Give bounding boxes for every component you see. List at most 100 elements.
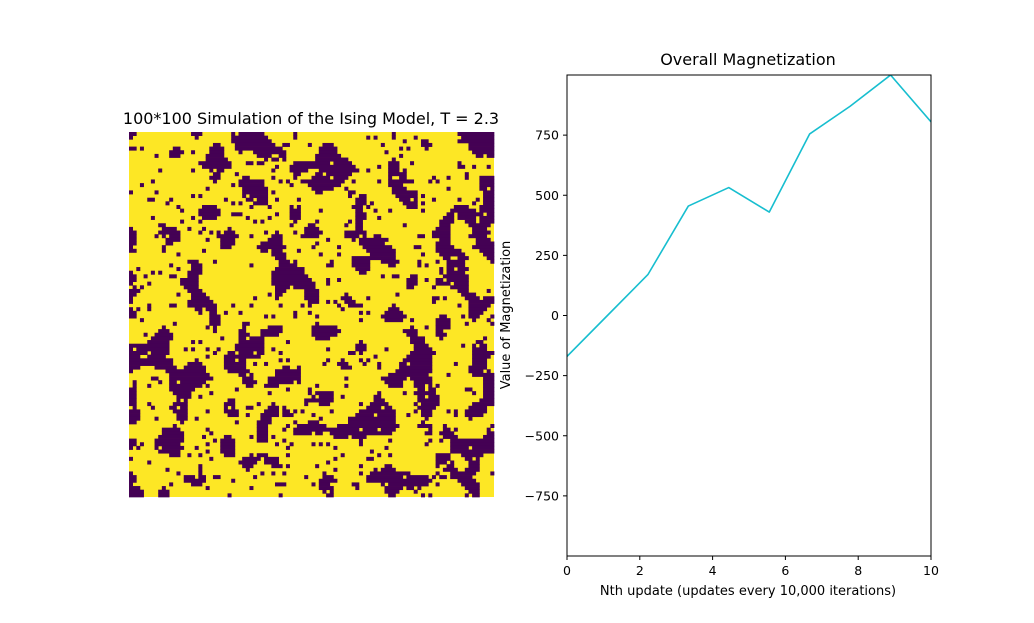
spin-down-cells	[150, 351, 170, 355]
spin-down-cells	[180, 208, 185, 213]
spin-down-cells	[406, 486, 415, 491]
spin-down-cells	[315, 172, 323, 177]
spin-down-cells	[377, 179, 382, 184]
spin-down-cells	[285, 445, 290, 450]
spin-down-cells	[435, 471, 440, 476]
spin-down-cells	[424, 278, 429, 282]
spin-down-cells	[315, 383, 320, 388]
spin-down-cells	[242, 456, 261, 461]
spin-down-cells	[475, 197, 480, 202]
spin-down-cells	[129, 420, 137, 425]
spin-down-cells	[223, 402, 236, 407]
spin-down-cells	[129, 288, 141, 293]
spin-down-cells	[158, 168, 163, 173]
spin-down-cells	[253, 475, 258, 480]
spin-down-cells	[139, 183, 144, 188]
spin-down-cells	[399, 175, 407, 180]
spin-down-cells	[183, 347, 188, 352]
spin-down-cells	[351, 237, 356, 242]
spin-down-cells	[410, 361, 433, 366]
spin-down-cells	[129, 471, 133, 476]
spin-down-cells	[380, 274, 385, 279]
spin-down-cells	[132, 383, 137, 388]
spin-down-cells	[293, 135, 298, 140]
spin-down-cells	[264, 460, 279, 465]
spin-down-cells	[453, 205, 469, 209]
spin-down-cells	[238, 372, 247, 377]
spin-down-cells	[129, 456, 133, 461]
spin-down-cells	[355, 267, 371, 272]
spin-down-cells	[282, 427, 287, 432]
spin-down-cells	[431, 285, 436, 290]
spin-down-cells	[267, 325, 283, 330]
spin-down-cells	[355, 212, 367, 217]
spin-down-cells	[410, 376, 433, 381]
spin-down-cells	[129, 146, 137, 151]
magnetization-series-line	[567, 75, 931, 357]
spin-down-cells	[366, 296, 371, 301]
spin-down-cells	[293, 285, 316, 290]
spin-down-cells	[475, 456, 480, 461]
spin-down-cells	[377, 391, 382, 396]
spin-down-cells	[223, 365, 247, 370]
spin-down-cells	[172, 321, 177, 326]
spin-down-cells	[296, 205, 301, 209]
spin-down-cells	[446, 409, 451, 414]
spin-down-cells	[129, 296, 133, 301]
spin-down-cells	[311, 332, 338, 337]
spin-down-cells	[450, 475, 473, 480]
spin-down-cells	[187, 226, 192, 231]
spin-down-cells	[271, 175, 276, 180]
spin-down-cells	[202, 434, 206, 439]
spin-down-cells	[139, 318, 144, 323]
spin-down-cells	[304, 230, 323, 235]
spin-down-cells	[231, 212, 243, 217]
spin-down-cells	[315, 464, 320, 469]
spin-down-cells	[472, 493, 480, 498]
spin-down-cells	[129, 398, 137, 403]
spin-down-cells	[249, 303, 254, 308]
spin-down-cells	[464, 456, 473, 461]
spin-down-cells	[479, 219, 495, 224]
spin-down-cells	[180, 219, 185, 224]
spin-down-cells	[205, 449, 210, 454]
spin-down-cells	[391, 303, 396, 308]
spin-down-cells	[256, 431, 269, 436]
spin-down-cells	[358, 310, 363, 315]
spin-down-cells	[238, 310, 243, 315]
spin-down-cells	[428, 179, 433, 184]
spin-down-cells	[362, 361, 367, 366]
spin-down-cells	[169, 274, 177, 279]
spin-down-cells	[340, 358, 345, 363]
spin-down-cells	[472, 351, 495, 355]
spin-down-cells	[468, 310, 484, 315]
spin-down-cells	[187, 303, 217, 308]
spin-down-cells	[212, 259, 217, 264]
spin-down-cells	[238, 329, 247, 334]
spin-down-cells	[333, 445, 338, 450]
spin-down-cells	[315, 190, 323, 195]
spin-down-cells	[129, 299, 133, 304]
spin-down-cells	[479, 186, 488, 191]
spin-down-cells	[373, 394, 382, 399]
spin-down-cells	[275, 292, 283, 297]
spin-down-cells	[366, 310, 371, 315]
spin-down-cells	[296, 365, 301, 370]
spin-down-cells	[191, 194, 196, 199]
spin-down-cells	[377, 215, 382, 220]
spin-down-cells	[428, 383, 433, 388]
spin-down-cells	[260, 329, 283, 334]
spin-down-cells	[311, 413, 316, 418]
spin-down-cells	[129, 475, 137, 480]
spin-down-cells	[278, 351, 283, 355]
spin-down-cells	[435, 248, 462, 253]
spin-down-cells	[410, 325, 415, 330]
spin-down-cells	[486, 153, 495, 158]
spin-down-cells	[439, 252, 466, 257]
spin-down-cells	[472, 245, 495, 250]
spin-down-cells	[421, 194, 425, 199]
spin-down-cells	[435, 325, 451, 330]
spin-down-cells	[129, 478, 137, 483]
spin-down-cells	[366, 475, 404, 480]
spin-down-cells	[344, 234, 360, 239]
